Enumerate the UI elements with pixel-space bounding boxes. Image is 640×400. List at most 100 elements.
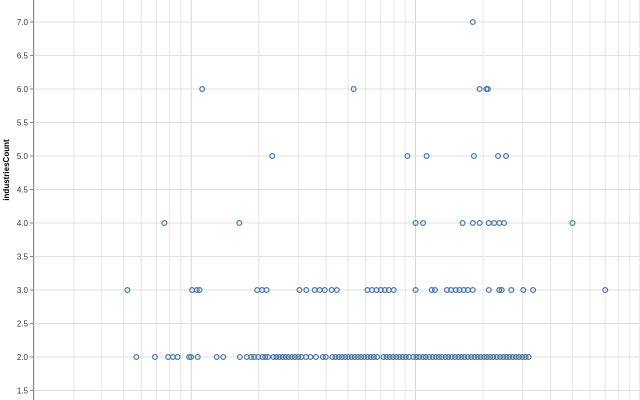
data-point xyxy=(530,287,537,294)
data-point xyxy=(174,354,181,361)
data-point xyxy=(329,354,336,361)
data-point xyxy=(569,220,576,227)
data-point xyxy=(442,354,449,361)
data-point xyxy=(516,354,523,361)
data-point xyxy=(429,354,436,361)
data-point xyxy=(133,354,140,361)
data-point xyxy=(508,287,515,294)
data-point xyxy=(519,354,526,361)
data-point xyxy=(367,354,374,361)
data-point xyxy=(332,354,339,361)
data-point xyxy=(420,354,427,361)
data-point xyxy=(312,354,319,361)
data-point xyxy=(464,354,471,361)
y-tick-label: 3.5 xyxy=(17,253,29,262)
y-tick-label: 7.0 xyxy=(17,18,29,27)
data-point xyxy=(248,354,255,361)
data-point xyxy=(236,220,243,227)
data-point xyxy=(358,354,365,361)
data-point xyxy=(469,19,476,26)
data-point xyxy=(503,354,510,361)
data-point xyxy=(193,287,200,294)
data-point xyxy=(483,354,490,361)
data-point xyxy=(220,354,227,361)
data-point xyxy=(364,354,371,361)
data-point xyxy=(410,354,417,361)
data-point xyxy=(490,354,497,361)
data-point xyxy=(124,287,131,294)
data-point xyxy=(285,354,292,361)
data-point xyxy=(335,354,342,361)
data-point xyxy=(522,354,529,361)
y-axis-ticks: 1.5 2.0 2.5 3.0 3.5 4.0 4.5 5.0 5.5 6.0 6.5 7.0 xyxy=(17,18,34,396)
data-point xyxy=(389,354,396,361)
data-point xyxy=(186,354,193,361)
data-point xyxy=(422,354,429,361)
y-tick-label: 5.0 xyxy=(17,152,29,161)
data-point xyxy=(416,354,423,361)
data-point xyxy=(303,287,310,294)
data-point xyxy=(345,354,352,361)
data-point xyxy=(602,287,609,294)
data-point xyxy=(459,220,466,227)
data-point xyxy=(276,354,283,361)
data-point xyxy=(361,354,368,361)
data-point xyxy=(476,85,483,92)
y-tick-label: 4.5 xyxy=(17,186,29,195)
data-point xyxy=(426,354,433,361)
y-tick-label: 2.0 xyxy=(17,353,29,362)
data-point xyxy=(438,354,445,361)
data-point xyxy=(390,287,397,294)
data-point xyxy=(381,287,388,294)
y-tick-label: 6.0 xyxy=(17,85,29,94)
data-point xyxy=(351,354,358,361)
data-point xyxy=(496,287,503,294)
data-point xyxy=(471,354,478,361)
y-gridlines xyxy=(34,21,640,391)
y-tick-label: 2.5 xyxy=(17,320,29,329)
data-point xyxy=(393,354,400,361)
data-point xyxy=(273,354,280,361)
data-point xyxy=(295,354,302,361)
data-point xyxy=(251,354,258,361)
data-point xyxy=(445,354,452,361)
data-point xyxy=(484,85,491,92)
data-point xyxy=(213,354,220,361)
data-point xyxy=(420,220,427,227)
data-point xyxy=(428,287,435,294)
data-point xyxy=(458,354,465,361)
x-gridlines xyxy=(33,0,640,400)
data-point xyxy=(161,220,168,227)
data-point xyxy=(194,354,201,361)
data-point xyxy=(512,354,519,361)
data-point xyxy=(333,287,340,294)
data-point xyxy=(399,354,406,361)
data-point xyxy=(270,354,277,361)
data-point xyxy=(431,287,438,294)
data-point xyxy=(487,354,494,361)
data-point xyxy=(485,287,492,294)
data-point xyxy=(423,153,430,160)
data-point xyxy=(469,287,476,294)
data-point xyxy=(263,287,270,294)
data-point xyxy=(497,354,504,361)
data-point xyxy=(380,354,387,361)
data-point xyxy=(288,354,295,361)
y-tick-label: 5.5 xyxy=(17,119,29,128)
y-tick-label: 6.5 xyxy=(17,52,29,61)
data-point xyxy=(412,287,419,294)
data-point xyxy=(386,354,393,361)
data-point xyxy=(501,220,508,227)
y-tick-label: 4.0 xyxy=(17,219,29,228)
data-point xyxy=(307,354,314,361)
data-point xyxy=(506,354,513,361)
data-points xyxy=(124,19,609,361)
data-point xyxy=(377,287,384,294)
data-point xyxy=(503,153,510,160)
data-point xyxy=(396,354,403,361)
data-point xyxy=(319,354,326,361)
data-point xyxy=(279,354,286,361)
data-point xyxy=(151,354,158,361)
data-point xyxy=(269,153,276,160)
data-point xyxy=(196,287,203,294)
